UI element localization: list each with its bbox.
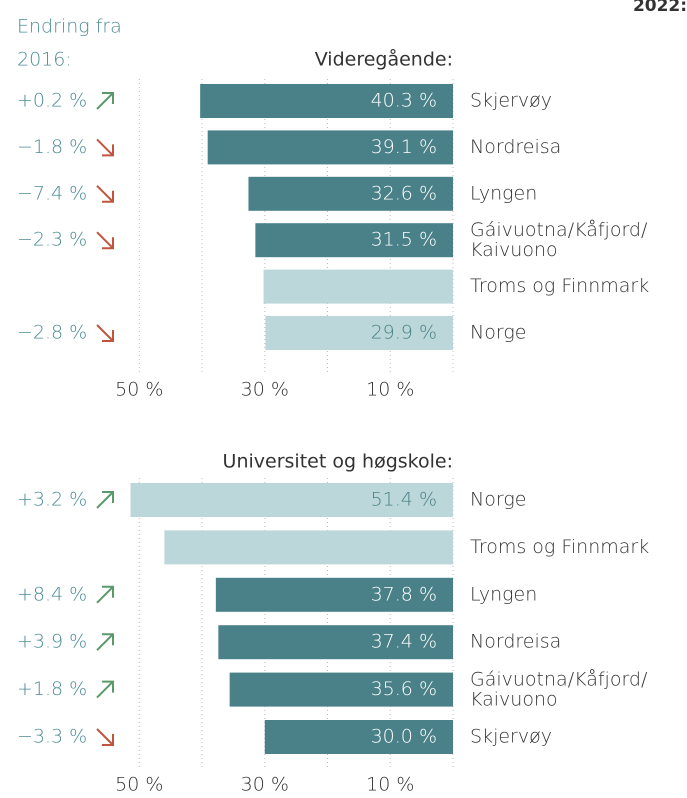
- value-label: 31.5 %: [371, 229, 437, 251]
- change-arrow: [96, 92, 114, 110]
- x-tick-label: 10 %: [366, 774, 414, 796]
- bar: [200, 84, 453, 118]
- value-label: 30.0 %: [371, 726, 437, 748]
- arrow-shape: [96, 231, 114, 250]
- value-label: 37.8 %: [371, 583, 437, 605]
- bar: [263, 269, 453, 304]
- change-arrow: [96, 680, 114, 699]
- corner-label: 2022:: [633, 0, 687, 16]
- x-tick-label: 50 %: [115, 774, 163, 796]
- bar: [264, 720, 453, 754]
- change-label: +3.9 %: [17, 631, 87, 653]
- arrow-shape: [96, 585, 114, 604]
- value-label: 32.6 %: [371, 182, 437, 204]
- bar: [218, 625, 453, 660]
- category-label: Nordreisa: [470, 136, 561, 158]
- category-label: Gáivuotna/Kåfjord/Kaivuono: [470, 219, 648, 261]
- change-arrow: [96, 491, 114, 509]
- value-label: 40.3 %: [371, 90, 437, 112]
- change-arrow: [96, 585, 114, 604]
- bar: [229, 672, 453, 707]
- arrow-shape: [96, 138, 114, 157]
- arrow-shape: [96, 633, 114, 651]
- x-tick-label: 30 %: [241, 774, 289, 796]
- chart-title: Videregående:: [315, 48, 453, 71]
- x-tick-label: 10 %: [366, 379, 414, 401]
- change-arrow: [96, 324, 114, 342]
- change-label: −3.3 %: [17, 726, 87, 748]
- change-arrow: [96, 185, 114, 203]
- arrow-shape: [96, 680, 114, 699]
- category-label: Lyngen: [470, 583, 537, 605]
- arrow-shape: [96, 92, 114, 110]
- change-label: +3.2 %: [17, 489, 87, 511]
- category-label: Troms og Finnmark: [470, 275, 649, 297]
- category-label: Norge: [470, 489, 526, 511]
- change-label: +0.2 %: [17, 90, 87, 112]
- change-label: −2.3 %: [17, 229, 87, 251]
- change-label: −1.8 %: [17, 136, 87, 158]
- arrow-shape: [96, 324, 114, 342]
- change-arrow: [96, 138, 114, 157]
- x-tick-label: 30 %: [241, 379, 289, 401]
- category-label: Lyngen: [470, 182, 537, 204]
- category-label: Norge: [470, 322, 526, 344]
- chart-title: Universitet og høgskole:: [223, 451, 453, 473]
- change-arrow: [96, 633, 114, 651]
- change-label: −2.8 %: [17, 322, 87, 344]
- category-label: Nordreisa: [470, 631, 561, 653]
- arrow-shape: [96, 185, 114, 203]
- category-label: Troms og Finnmark: [470, 536, 649, 558]
- arrow-shape: [96, 491, 114, 509]
- category-label: Skjervøy: [470, 726, 552, 748]
- x-tick-label: 50 %: [115, 379, 163, 401]
- category-label: Gáivuotna/Kåfjord/Kaivuono: [470, 668, 648, 710]
- change-header: 2016:: [17, 49, 72, 71]
- bar: [265, 316, 453, 350]
- change-arrow: [96, 728, 114, 746]
- bar: [130, 483, 454, 517]
- value-label: 39.1 %: [371, 136, 437, 158]
- value-label: 35.6 %: [371, 678, 437, 700]
- change-arrow: [96, 231, 114, 250]
- bar: [207, 130, 453, 165]
- value-label: 51.4 %: [371, 489, 437, 511]
- category-label: Skjervøy: [470, 90, 552, 112]
- change-label: +8.4 %: [17, 583, 87, 605]
- bar: [164, 530, 454, 565]
- value-label: 29.9 %: [371, 322, 437, 344]
- bar: [255, 223, 453, 258]
- change-label: +1.8 %: [17, 678, 87, 700]
- bar: [215, 577, 453, 612]
- change-header: Endring fra: [17, 16, 122, 38]
- value-label: 37.4 %: [371, 631, 437, 653]
- change-label: −7.4 %: [17, 182, 87, 204]
- arrow-shape: [96, 728, 114, 746]
- bar: [248, 176, 453, 211]
